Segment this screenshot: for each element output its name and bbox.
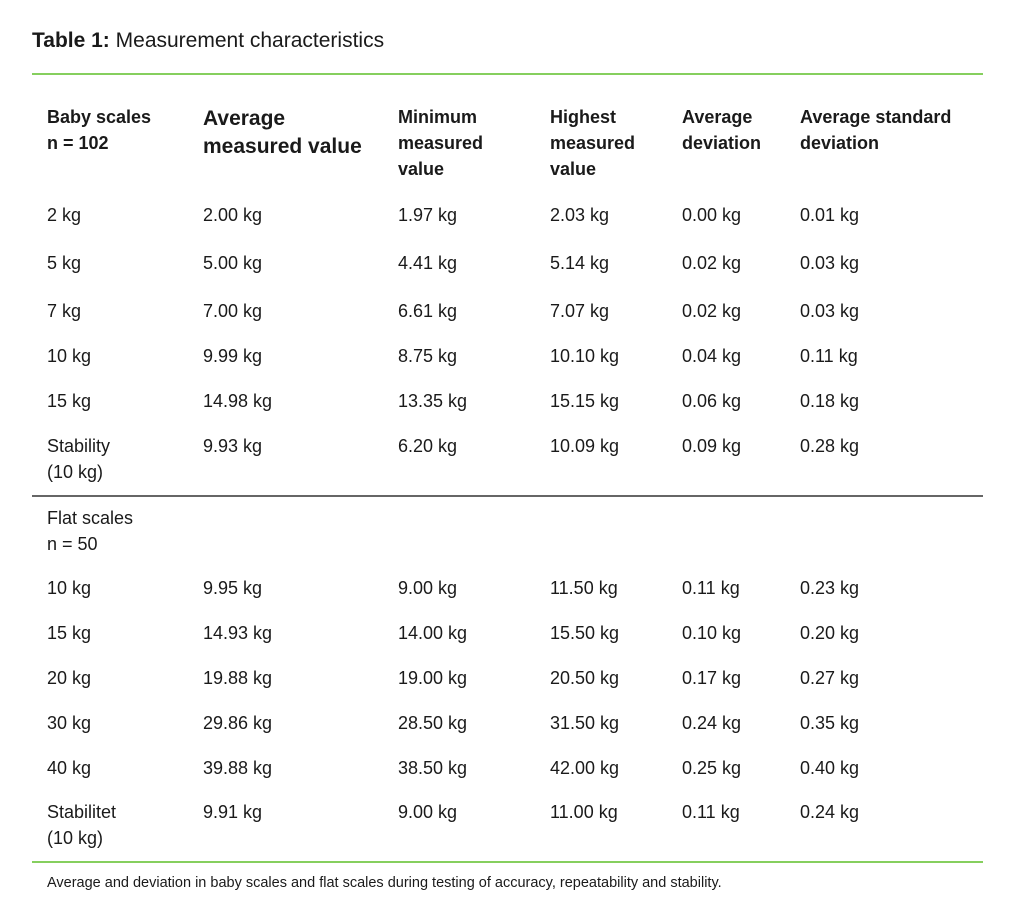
table-title-label: Table 1: (32, 29, 110, 52)
minimum-value: 38.50 kg (398, 758, 468, 778)
average-deviation: 0.11 kg (682, 578, 740, 598)
highest-value: 10.10 kg (550, 346, 620, 366)
average-standard-deviation: 0.28 kg (800, 436, 860, 456)
average-value: 39.88 kg (203, 758, 273, 778)
minimum-value: 8.75 kg (398, 346, 458, 366)
average-standard-deviation: 0.24 kg (800, 802, 860, 822)
row-label: 15 kg (47, 391, 92, 411)
minimum-value: 4.41 kg (398, 253, 458, 273)
minimum-value: 1.97 kg (398, 205, 458, 225)
minimum-value: 14.00 kg (398, 623, 468, 643)
average-deviation: 0.06 kg (682, 391, 742, 411)
header-average-standard-deviation: Average standard deviation (800, 107, 952, 153)
row-label: 15 kg (47, 623, 92, 643)
highest-value: 2.03 kg (550, 205, 610, 225)
average-value: 29.86 kg (203, 713, 273, 733)
header-minimum-measured-value: Minimum measured value (398, 107, 484, 179)
bottom-rule (32, 861, 983, 863)
highest-value: 15.15 kg (550, 391, 620, 411)
average-value: 19.88 kg (203, 668, 273, 688)
average-standard-deviation: 0.11 kg (800, 346, 858, 366)
highest-value: 15.50 kg (550, 623, 620, 643)
average-deviation: 0.02 kg (682, 301, 742, 321)
row-label: 20 kg (47, 668, 92, 688)
average-standard-deviation: 0.01 kg (800, 205, 860, 225)
average-standard-deviation: 0.23 kg (800, 578, 860, 598)
average-standard-deviation: 0.40 kg (800, 758, 860, 778)
row-label: 40 kg (47, 758, 92, 778)
highest-value: 10.09 kg (550, 436, 620, 456)
highest-value: 7.07 kg (550, 301, 610, 321)
average-value: 9.99 kg (203, 346, 263, 366)
average-standard-deviation: 0.35 kg (800, 713, 860, 733)
average-value: 9.93 kg (203, 436, 263, 456)
highest-value: 20.50 kg (550, 668, 620, 688)
top-rule (32, 73, 983, 75)
minimum-value: 6.20 kg (398, 436, 458, 456)
minimum-value: 9.00 kg (398, 578, 458, 598)
average-value: 14.93 kg (203, 623, 273, 643)
minimum-value: 28.50 kg (398, 713, 468, 733)
average-deviation: 0.09 kg (682, 436, 742, 456)
average-deviation: 0.04 kg (682, 346, 742, 366)
header-highest-measured-value: Highest measured value (550, 107, 636, 179)
table-title-text: Measurement characteristics (115, 29, 385, 52)
average-deviation: 0.11 kg (682, 802, 740, 822)
highest-value: 5.14 kg (550, 253, 610, 273)
row-label: 2 kg (47, 205, 82, 225)
average-standard-deviation: 0.20 kg (800, 623, 860, 643)
header-average-measured-value: Average measured value (203, 107, 362, 158)
average-standard-deviation: 0.18 kg (800, 391, 860, 411)
average-standard-deviation: 0.03 kg (800, 301, 860, 321)
row-label: 30 kg (47, 713, 92, 733)
flat-scales-group-label: Flat scales n = 50 (47, 508, 134, 554)
average-value: 7.00 kg (203, 301, 263, 321)
average-deviation: 0.24 kg (682, 713, 742, 733)
highest-value: 11.00 kg (550, 802, 618, 822)
average-deviation: 0.25 kg (682, 758, 742, 778)
average-standard-deviation: 0.03 kg (800, 253, 860, 273)
row-label: 10 kg (47, 578, 92, 598)
header-average-deviation: Average deviation (682, 107, 762, 153)
header-baby-scales: Baby scales n = 102 (47, 107, 152, 153)
minimum-value: 13.35 kg (398, 391, 468, 411)
average-deviation: 0.10 kg (682, 623, 742, 643)
average-value: 9.95 kg (203, 578, 263, 598)
minimum-value: 9.00 kg (398, 802, 458, 822)
row-label: 5 kg (47, 253, 82, 273)
average-deviation: 0.00 kg (682, 205, 742, 225)
row-label: Stabilitet (10 kg) (47, 802, 117, 848)
average-deviation: 0.17 kg (682, 668, 742, 688)
row-label: 7 kg (47, 301, 82, 321)
table-title: Table 1: Measurement characteristics (32, 28, 384, 54)
average-deviation: 0.02 kg (682, 253, 742, 273)
average-value: 9.91 kg (203, 802, 263, 822)
table-caption: Average and deviation in baby scales and… (47, 875, 722, 891)
row-label: Stability (10 kg) (47, 436, 111, 482)
highest-value: 42.00 kg (550, 758, 620, 778)
highest-value: 11.50 kg (550, 578, 618, 598)
row-label: 10 kg (47, 346, 92, 366)
minimum-value: 6.61 kg (398, 301, 458, 321)
highest-value: 31.50 kg (550, 713, 620, 733)
section-divider (32, 495, 983, 497)
minimum-value: 19.00 kg (398, 668, 468, 688)
average-value: 2.00 kg (203, 205, 263, 225)
average-value: 5.00 kg (203, 253, 263, 273)
average-value: 14.98 kg (203, 391, 273, 411)
average-standard-deviation: 0.27 kg (800, 668, 860, 688)
